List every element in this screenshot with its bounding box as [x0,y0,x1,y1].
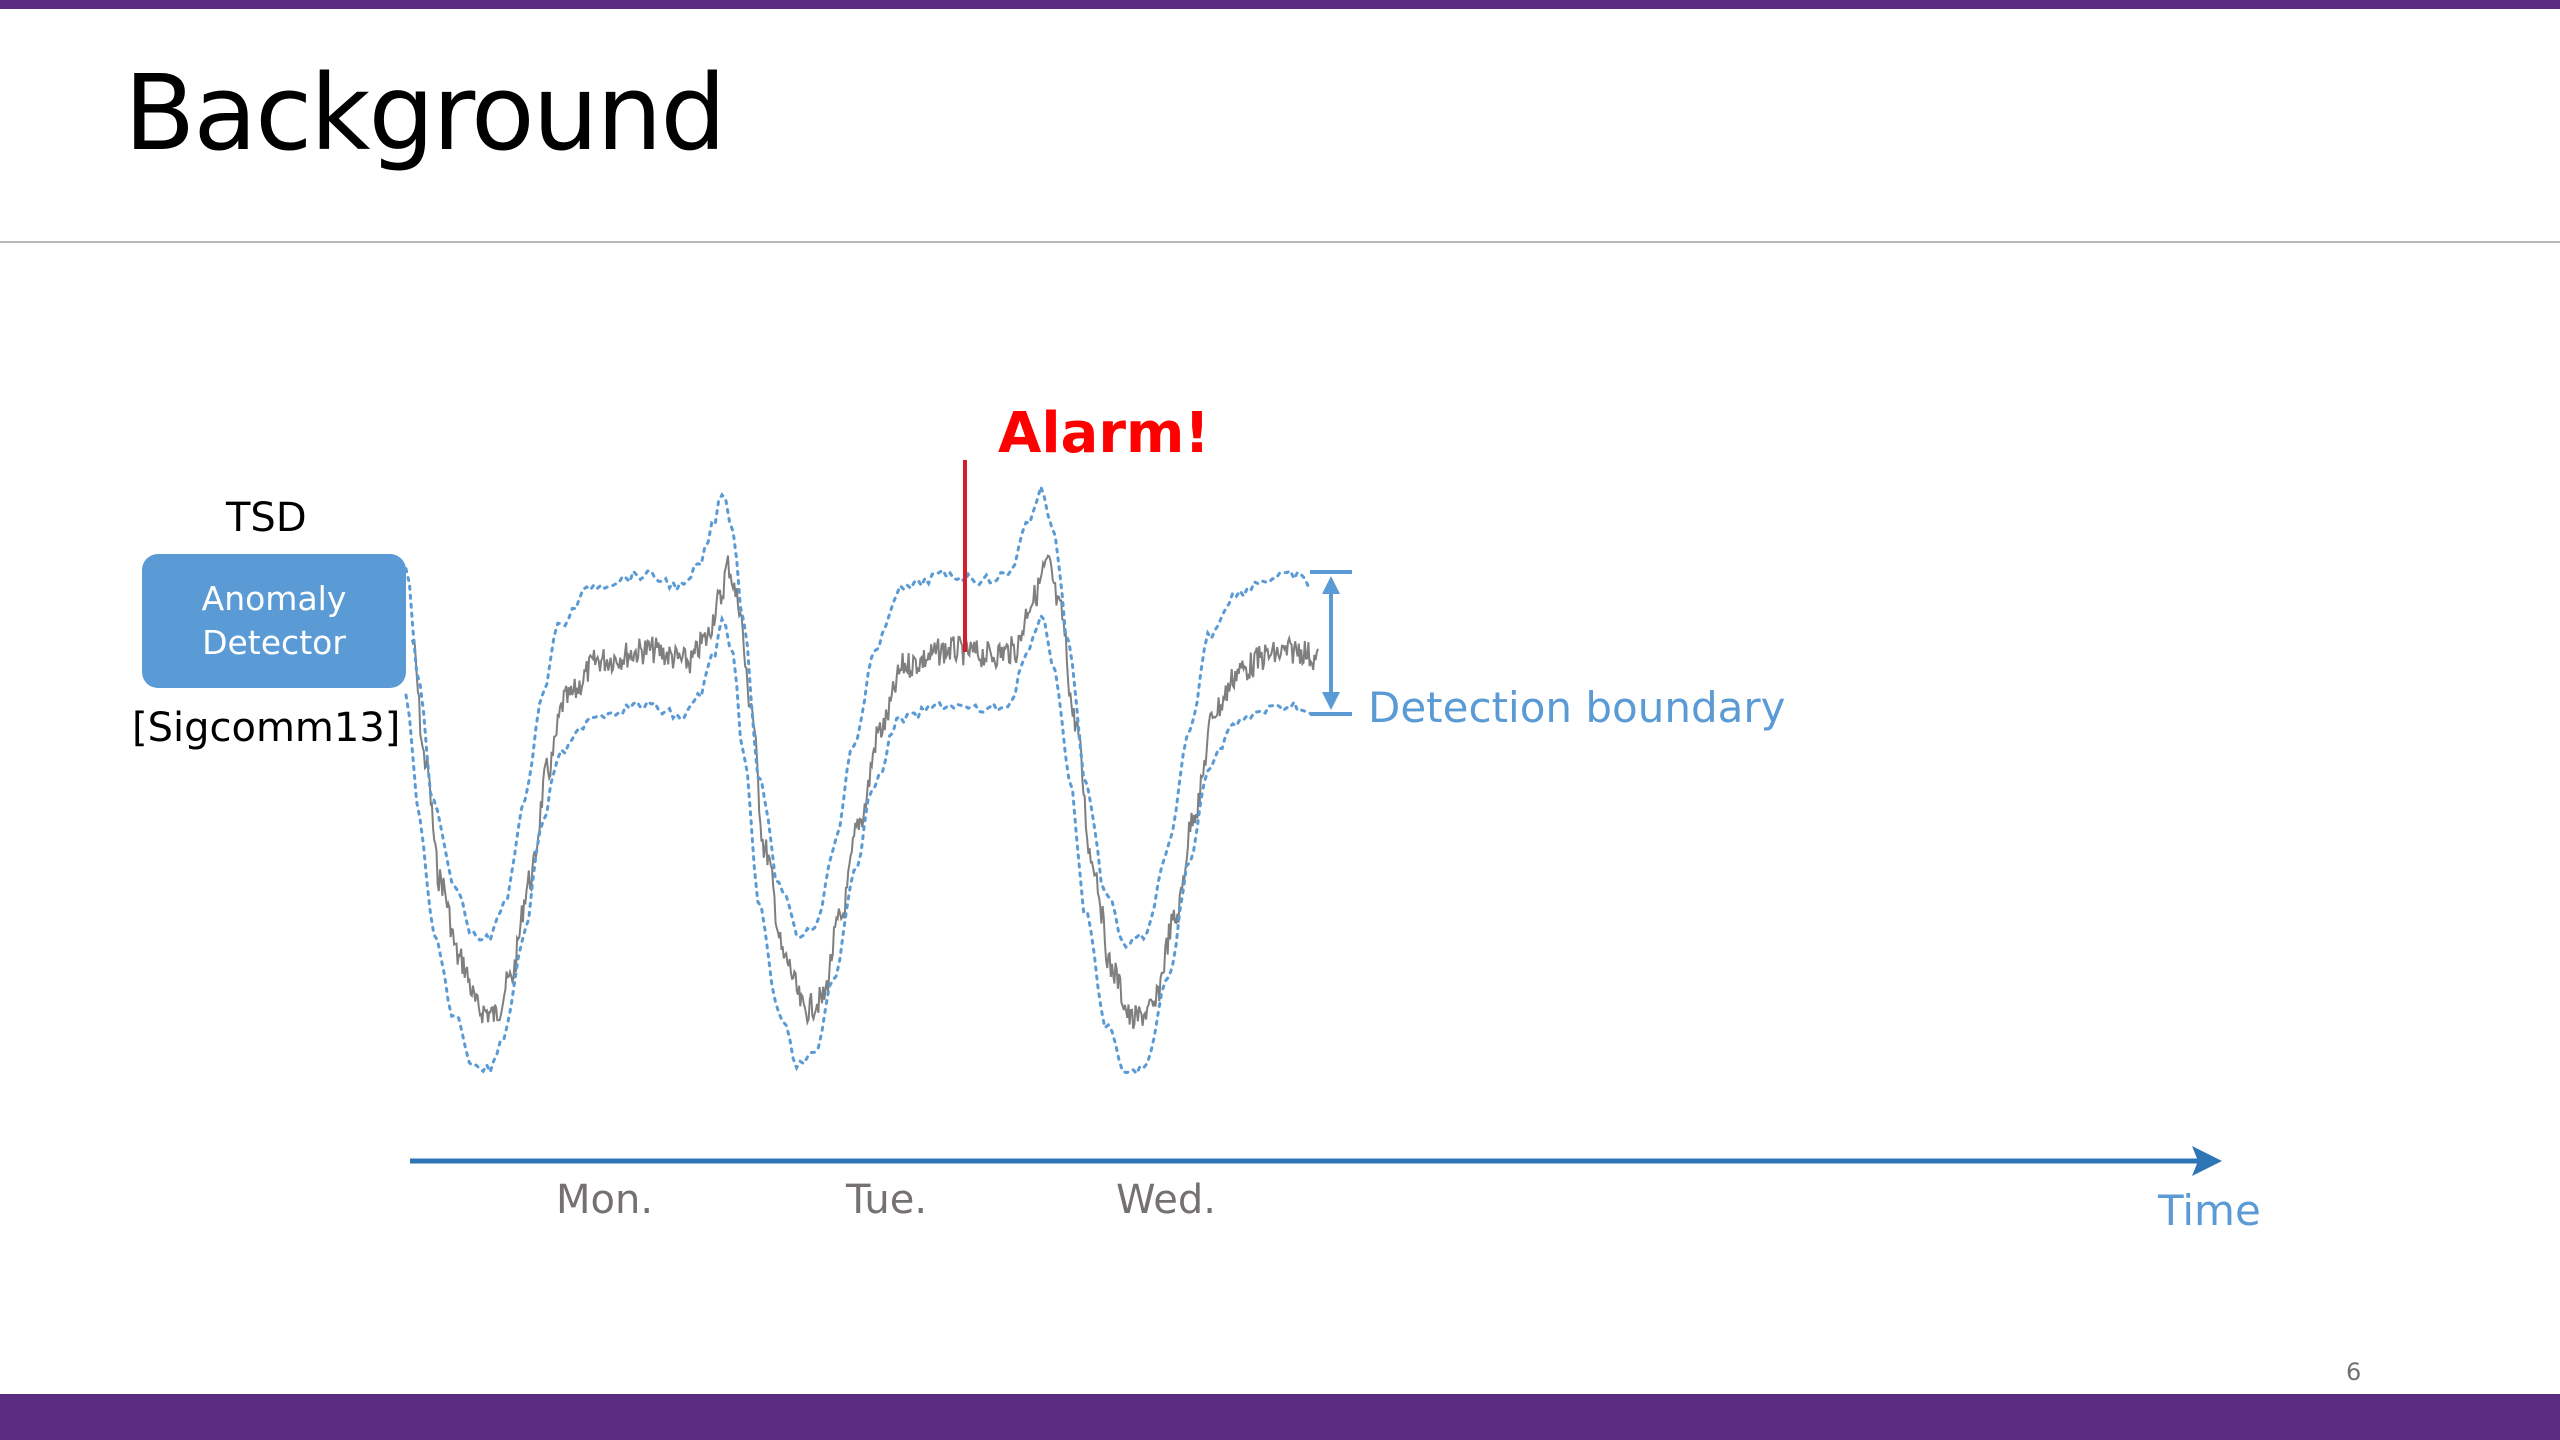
tsd-label: TSD [226,495,307,541]
traffic-series-line [411,554,1319,1030]
double-arrow-icon [1310,570,1352,716]
anomaly-detector-box: Anomaly Detector [142,554,406,688]
title-divider [0,241,2560,243]
day-label-mon: Mon. [556,1177,654,1223]
top-accent-bar [0,0,2560,9]
upper-detection-bound [404,481,1314,950]
page-number: 6 [2346,1358,2362,1386]
boundary-layer [404,481,1314,1077]
day-label-tue: Tue. [846,1177,928,1223]
citation-label: [Sigcomm13] [132,705,401,751]
lower-detection-bound [404,612,1314,1077]
alarm-label: Alarm! [998,401,1210,466]
series-layer [411,554,1319,1030]
right-arrow-icon [410,1146,2222,1176]
page-title: Background [124,52,726,174]
time-axis-label: Time [2158,1186,2261,1235]
detection-boundary-label: Detection boundary [1368,683,1786,732]
anomaly-detector-label: Anomaly Detector [201,579,347,662]
bottom-accent-bar [0,1394,2560,1440]
day-label-wed: Wed. [1116,1177,1216,1223]
